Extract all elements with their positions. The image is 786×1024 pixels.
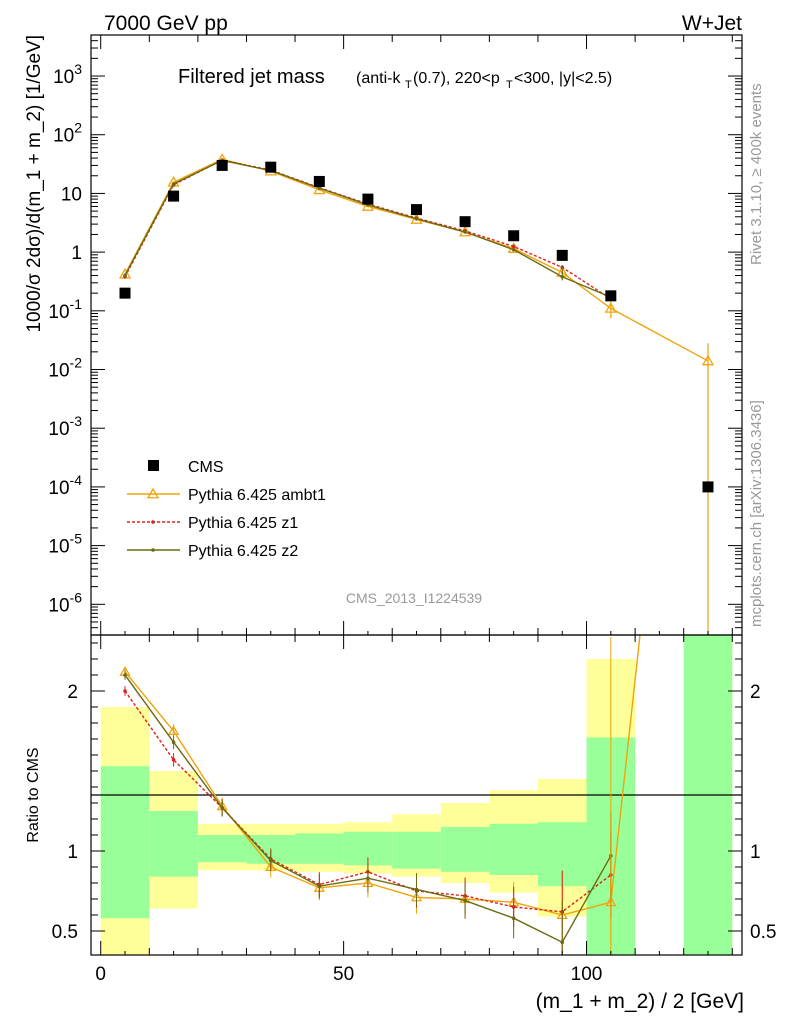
ratio-point-pythia-6-425-z2	[123, 673, 127, 677]
legend-marker-z1	[151, 520, 155, 524]
main-series-layer	[118, 153, 715, 635]
band-inner	[392, 831, 441, 869]
main-line-pythia-6-425-z2	[124, 159, 612, 298]
band-inner	[197, 835, 247, 863]
axis-ticks: 0 50 100 10-6 10-5 10-4 10-3 10-2 10-1 1 10 102 103 0…	[48, 34, 776, 985]
y-tick-label: 102	[53, 120, 82, 147]
ratio-point-pythia-6-425-z2	[220, 806, 224, 810]
ratio-line-pythia-6-425-ambt1	[124, 634, 641, 916]
ratio-point-pythia-6-425-z2	[171, 740, 176, 744]
legend-label: Pythia 6.425 z2	[188, 543, 298, 560]
main-point-pythia-6-425-z2	[171, 182, 176, 186]
main-point-pythia-6-425-z1	[511, 244, 516, 249]
cms-data-point	[508, 230, 520, 242]
main-point-pythia-6-425-z2	[511, 247, 516, 252]
y-tick-label: 10	[61, 184, 82, 205]
ratio-point-pythia-6-425-z2	[317, 884, 322, 888]
cms-data-point	[216, 159, 228, 171]
x-tick-label: 0	[95, 964, 106, 985]
ratio-point-pythia-6-425-z1	[171, 758, 176, 762]
main-point-pythia-6-425-z2	[317, 186, 322, 190]
plot-title-main: Filtered jet mass	[178, 66, 325, 88]
cms-data-point	[556, 249, 568, 261]
cms-data-point	[265, 161, 277, 173]
svg-text:T: T	[405, 79, 412, 91]
ratio-point-pythia-6-425-z2	[463, 898, 467, 903]
cms-data-point	[168, 190, 180, 202]
source-label: mcplots.cern.ch [arXiv:1306.3436]	[748, 400, 765, 627]
main-ylabel: 1000/σ 2dσ)/d(m_1 + m_2) [1/GeV]	[24, 35, 45, 333]
main-point-pythia-6-425-z2	[463, 230, 467, 234]
ratio-point-pythia-6-425-z2	[268, 858, 273, 863]
y-tick-label: 10-4	[48, 472, 82, 499]
cms-data-point	[362, 193, 374, 205]
svg-text:(0.7), 220<p: (0.7), 220<p	[413, 70, 500, 87]
band-inner	[440, 827, 490, 872]
main-point-pythia-6-425-z2	[414, 216, 419, 221]
header-left: 7000 GeV pp	[104, 12, 228, 35]
plot-title-cuts: (anti-k T (0.7), 220<p T <300, |y|<2.5)	[356, 70, 612, 91]
ratio-point-pythia-6-425-z2	[511, 916, 516, 920]
y-tick-label: 10-1	[48, 296, 82, 323]
ratio-series-layer	[119, 634, 641, 955]
xlabel: (m_1 + m_2) / 2 [GeV]	[536, 990, 744, 1013]
y-tick-label: 1	[71, 243, 82, 264]
main-point-pythia-6-425-z2	[123, 273, 127, 278]
cms-data-point	[411, 204, 422, 216]
y-tick-label: 10-3	[48, 413, 82, 440]
band-inner	[149, 811, 198, 877]
legend: CMS Pythia 6.425 ambt1 Pythia 6.425 z1 Pyth…	[127, 459, 326, 560]
main-line-pythia-6-425-ambt1	[124, 158, 709, 362]
legend-label: Pythia 6.425 ambt1	[188, 487, 326, 504]
svg-text:T: T	[506, 79, 513, 91]
ratio-line-pythia-6-425-z1	[124, 690, 612, 913]
ratio-point-pythia-6-425-z2	[366, 876, 370, 880]
legend-label: Pythia 6.425 z1	[188, 515, 298, 532]
y-tick-label: 10-6	[48, 589, 82, 616]
cms-data-point	[605, 290, 617, 302]
ratio-y-tick-label: 2	[67, 682, 78, 703]
ratio-point-pythia-6-425-z2	[560, 940, 565, 944]
x-tick-label: 50	[333, 964, 354, 985]
band-inner	[295, 833, 344, 864]
band-inner	[100, 766, 150, 919]
ratio-y-tick-label: 0.5	[52, 922, 78, 943]
cms-data-point	[119, 287, 131, 299]
legend-marker-ambt1	[146, 487, 160, 499]
x-tick-label: 100	[571, 964, 603, 985]
legend-marker-z2	[151, 548, 155, 552]
y-tick-label: 10-2	[48, 355, 82, 382]
header-right: W+Jet	[682, 12, 742, 35]
legend-label: CMS	[188, 459, 224, 476]
rivet-label: Rivet 3.1.10, ≥ 400k events	[748, 83, 765, 265]
ratio-y-tick-label-right: 2	[750, 682, 761, 703]
analysis-watermark: CMS_2013_I1224539	[346, 590, 482, 606]
ratio-point-pythia-6-425-z2	[414, 887, 419, 892]
cms-data-point	[702, 481, 714, 493]
ratio-point-pythia-6-425-z1	[123, 689, 127, 693]
ratio-y-tick-label-right: 0.5	[750, 922, 776, 943]
ratio-ylabel: Ratio to CMS	[25, 747, 42, 842]
y-tick-label: 10-5	[48, 531, 82, 558]
svg-text:(anti-k: (anti-k	[356, 70, 401, 87]
svg-text:<300, |y|<2.5): <300, |y|<2.5)	[514, 70, 612, 87]
ratio-point-ambt1	[167, 725, 180, 736]
cms-data-point	[459, 216, 471, 228]
ratio-y-tick-label-right: 1	[750, 842, 761, 863]
band-inner	[489, 823, 538, 875]
legend-marker-cms	[148, 460, 159, 471]
cms-data-point	[313, 175, 325, 187]
ratio-y-tick-label: 1	[67, 842, 78, 863]
y-tick-label: 103	[53, 61, 82, 88]
main-line-pythia-6-425-z1	[124, 159, 612, 300]
